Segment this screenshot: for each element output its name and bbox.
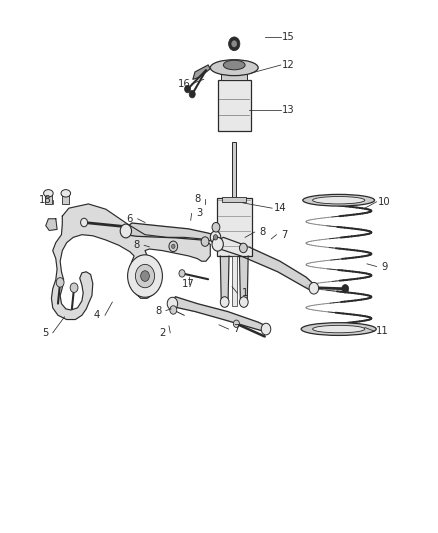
Text: 9: 9	[381, 262, 388, 271]
Circle shape	[127, 255, 162, 297]
Polygon shape	[51, 204, 210, 319]
Text: 3: 3	[196, 208, 202, 219]
Circle shape	[212, 222, 220, 232]
Text: 5: 5	[42, 328, 48, 338]
Bar	[217, 198, 252, 256]
Circle shape	[120, 224, 131, 238]
Circle shape	[135, 264, 155, 288]
Circle shape	[170, 306, 177, 314]
Bar	[222, 197, 247, 202]
Ellipse shape	[44, 190, 53, 197]
Ellipse shape	[313, 197, 365, 204]
Circle shape	[81, 218, 88, 227]
Circle shape	[167, 297, 178, 310]
Text: 11: 11	[376, 326, 389, 336]
Text: 1: 1	[242, 288, 248, 298]
Ellipse shape	[210, 60, 258, 76]
Bar	[232, 142, 237, 198]
Text: 2: 2	[159, 328, 166, 338]
Text: 14: 14	[274, 203, 286, 213]
Text: 8: 8	[259, 227, 266, 237]
Text: 7: 7	[281, 230, 287, 240]
Ellipse shape	[303, 195, 374, 206]
Circle shape	[201, 237, 209, 246]
Text: 8: 8	[155, 305, 161, 316]
Text: 16: 16	[178, 78, 191, 88]
Circle shape	[210, 231, 221, 244]
Circle shape	[309, 282, 319, 294]
Circle shape	[240, 297, 248, 308]
Polygon shape	[125, 223, 217, 241]
Polygon shape	[193, 65, 210, 79]
Circle shape	[220, 297, 229, 308]
Text: 17: 17	[182, 279, 195, 289]
Circle shape	[232, 41, 237, 47]
Text: 8: 8	[194, 194, 200, 204]
Bar	[62, 193, 69, 204]
Ellipse shape	[301, 322, 376, 335]
Circle shape	[233, 320, 240, 327]
Circle shape	[70, 283, 78, 293]
Text: 12: 12	[282, 60, 295, 70]
Circle shape	[240, 243, 247, 253]
Circle shape	[172, 244, 175, 248]
Text: 18: 18	[39, 195, 51, 205]
Text: 15: 15	[282, 32, 295, 42]
Circle shape	[189, 91, 195, 98]
Circle shape	[184, 85, 191, 93]
Circle shape	[179, 270, 185, 277]
Circle shape	[213, 235, 218, 240]
Circle shape	[342, 285, 349, 293]
Text: 7: 7	[233, 324, 240, 334]
Polygon shape	[220, 256, 229, 306]
Bar	[218, 80, 251, 131]
Circle shape	[229, 37, 240, 51]
Circle shape	[141, 271, 149, 281]
Polygon shape	[171, 297, 267, 332]
Bar	[221, 72, 247, 80]
Polygon shape	[217, 237, 315, 292]
Text: 6: 6	[127, 214, 133, 224]
Text: 13: 13	[283, 105, 295, 115]
Bar	[45, 193, 52, 204]
Circle shape	[56, 278, 64, 287]
Text: 10: 10	[378, 197, 391, 207]
Circle shape	[261, 323, 271, 335]
Circle shape	[212, 237, 223, 251]
Bar	[232, 256, 237, 306]
Polygon shape	[46, 219, 57, 230]
Circle shape	[169, 241, 178, 252]
Text: 8: 8	[133, 240, 139, 251]
Ellipse shape	[61, 190, 71, 197]
Ellipse shape	[223, 60, 245, 70]
Polygon shape	[240, 256, 248, 306]
Ellipse shape	[313, 325, 365, 333]
Text: 4: 4	[94, 310, 100, 320]
